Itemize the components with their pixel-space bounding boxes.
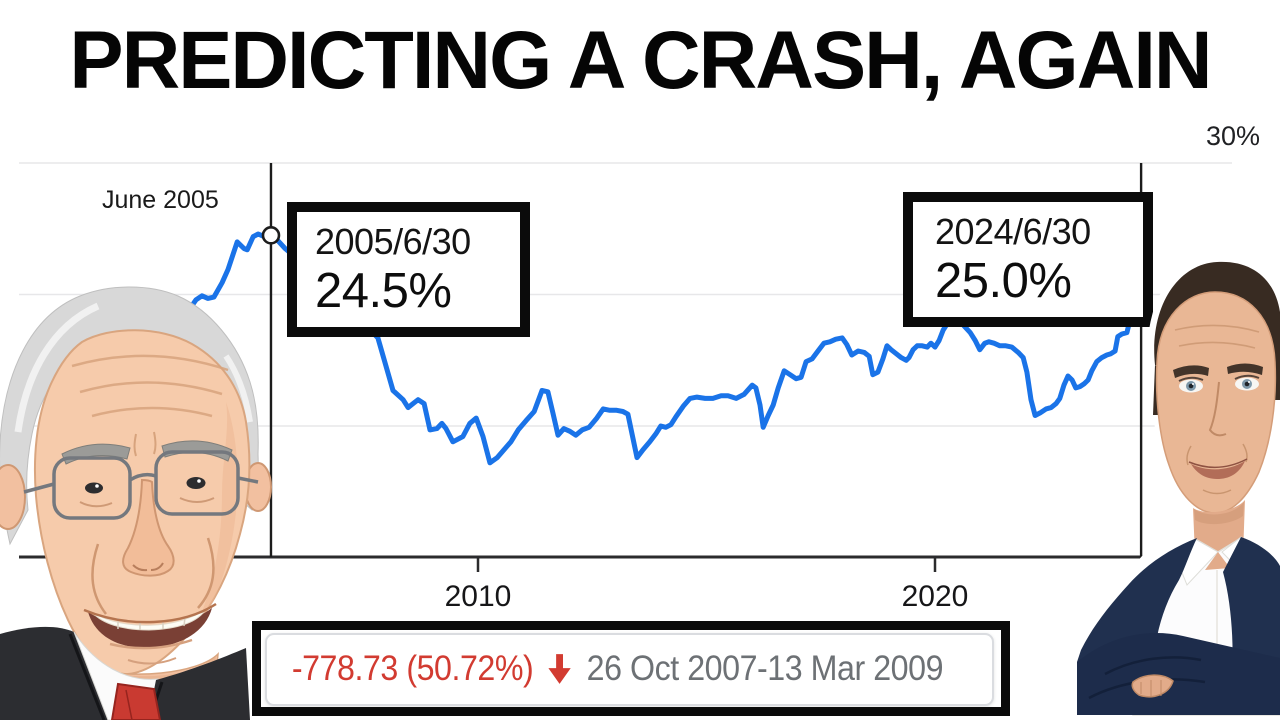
callout-box-2005: 2005/6/30 24.5% xyxy=(287,202,530,337)
thumbnail-title: PREDICTING A CRASH, AGAIN xyxy=(69,15,1212,106)
hair xyxy=(1154,261,1280,400)
left-ear xyxy=(0,464,26,530)
crash-stat-box: -778.73 (50.72%) 26 Oct 2007-13 Mar 2009 xyxy=(252,621,1010,716)
y-axis-top-label: 30% xyxy=(1205,121,1260,151)
suit-left xyxy=(0,626,110,720)
callout-date: 2024/6/30 xyxy=(935,210,1091,252)
june-2005-annotation-label: June 2005 xyxy=(102,186,219,214)
hand xyxy=(1131,674,1174,698)
callout-box-2024: 2024/6/30 25.0% xyxy=(903,192,1153,327)
red-tie xyxy=(110,682,162,720)
crash-stat-content: -778.73 (50.72%) 26 Oct 2007-13 Mar 2009 xyxy=(267,649,944,689)
callout-value: 24.5% xyxy=(315,263,452,318)
x-tick-label-2010: 2010 xyxy=(444,580,512,613)
suit-right xyxy=(148,648,250,720)
crossed-arms xyxy=(1077,633,1280,715)
callout-date: 2005/6/30 xyxy=(315,220,471,262)
warren-buffett-illustration xyxy=(0,286,272,720)
x-tick-label-2020: 2020 xyxy=(901,580,969,613)
decline-period: 26 Oct 2007-13 Mar 2009 xyxy=(586,649,944,688)
nose xyxy=(122,478,175,577)
mouth xyxy=(1191,461,1245,479)
suit-man-photo xyxy=(1075,254,1280,720)
crash-stat-card: -778.73 (50.72%) 26 Oct 2007-13 Mar 2009 xyxy=(265,632,994,706)
down-arrow-icon xyxy=(548,654,572,684)
eyebrows xyxy=(1173,363,1263,378)
glasses xyxy=(23,450,259,520)
callout-value: 25.0% xyxy=(935,253,1072,308)
decline-value: -778.73 (50.72%) xyxy=(291,649,534,688)
